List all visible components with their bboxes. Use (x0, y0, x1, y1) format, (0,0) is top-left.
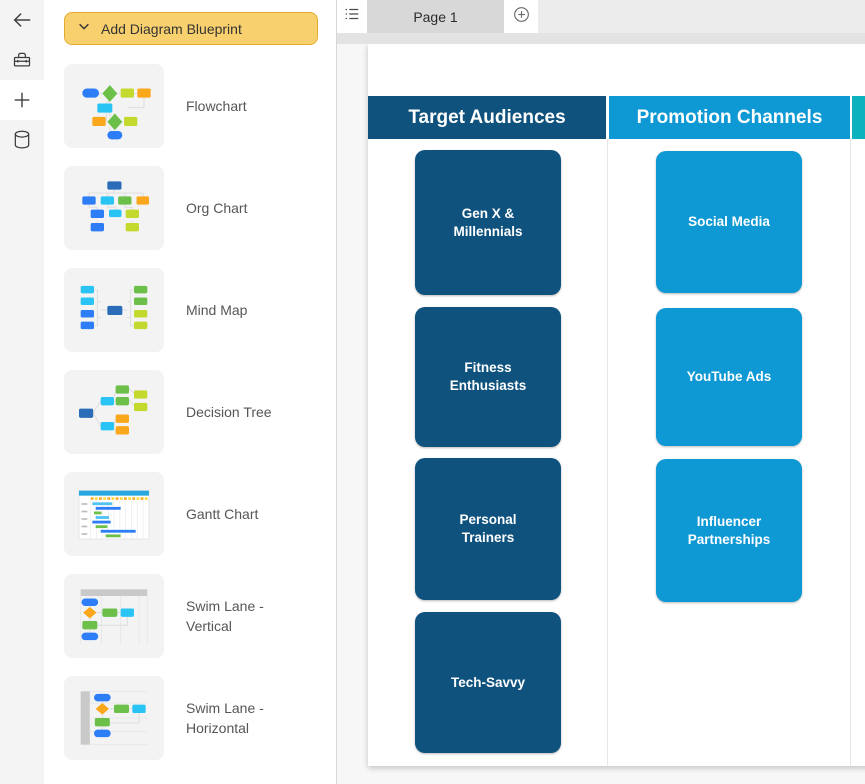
diagram-node-label: Tech-Savvy (450, 674, 526, 690)
tab-page-1-label: Page 1 (413, 8, 458, 25)
add-blueprint-rail-button[interactable] (0, 80, 44, 120)
diagram-node-social-media[interactable]: Social Media (656, 151, 802, 293)
left-icon-rail (0, 0, 44, 784)
lane-divider (607, 139, 608, 766)
page-list-button[interactable] (337, 0, 367, 33)
page-list-icon (343, 5, 361, 28)
blueprint-item-label: Flowchart (186, 98, 247, 114)
add-page-icon (512, 5, 531, 29)
blueprint-item-label: Decision Tree (186, 404, 272, 420)
diagram-node-label: YouTube Ads (686, 369, 772, 385)
blueprint-item-mind-map[interactable]: Mind Map (64, 268, 336, 352)
blueprint-item-label: Org Chart (186, 200, 248, 216)
lane-header-target-audiences[interactable]: Target Audiences (368, 96, 606, 139)
diagram-node-influencer-partnerships[interactable]: Influencer Partnerships (656, 459, 802, 602)
diagram-node-tech-savvy[interactable]: Tech-Savvy (415, 612, 561, 753)
toolbox-button[interactable] (0, 40, 44, 80)
chevron-down-icon (77, 19, 91, 38)
diagram-node-gen-x-millennials[interactable]: Gen X & Millennials (415, 150, 561, 295)
tab-page-1[interactable]: Page 1 (367, 0, 504, 33)
diagram-node-fitness-enthusiasts[interactable]: Fitness Enthusiasts (415, 307, 561, 447)
back-arrow-icon (11, 9, 33, 31)
blueprint-item-label: Mind Map (186, 302, 248, 318)
diagram-node-label: Personal Trainers (459, 512, 517, 545)
lane-header-lane-3[interactable] (852, 96, 865, 139)
blueprint-item-decision-tree[interactable]: Decision Tree (64, 370, 336, 454)
blueprint-item-label: Gantt Chart (186, 506, 259, 522)
blueprint-item-gantt-chart[interactable]: Gantt Chart (64, 472, 336, 556)
diagram-node-personal-trainers[interactable]: Personal Trainers (415, 458, 561, 600)
blueprint-item-swim-lane-horizontal[interactable]: Swim Lane - Horizontal (64, 676, 336, 760)
canvas-area: Page 1 Target Audiences Gen X & Millennia… (337, 0, 865, 784)
lane-header-promotion-channels[interactable]: Promotion Channels (609, 96, 850, 139)
swim-lane-horizontal-thumbnail (64, 676, 164, 760)
diagram-node-youtube-ads[interactable]: YouTube Ads (656, 308, 802, 446)
blueprint-sidebar: Add Diagram Blueprint Flowchart Org Char… (44, 0, 337, 784)
decision-tree-thumbnail (64, 370, 164, 454)
blueprint-item-org-chart[interactable]: Org Chart (64, 166, 336, 250)
page-tab-bar: Page 1 (337, 0, 865, 33)
lane-title: Promotion Channels (636, 106, 823, 128)
diagram-node-label: Fitness Enthusiasts (449, 360, 527, 393)
diagram-page[interactable]: Target Audiences Gen X & Millennials Fitne… (368, 44, 865, 766)
plus-icon (11, 89, 33, 111)
blueprint-list: Flowchart Org Chart Mind Map Decision Tr… (64, 64, 336, 760)
mind-map-thumbnail (64, 268, 164, 352)
tab-bar-strip (337, 33, 865, 44)
back-button[interactable] (0, 0, 44, 40)
diagram-node-label: Social Media (688, 214, 770, 230)
blueprint-item-label: Swim Lane - Horizontal (186, 700, 264, 736)
blueprint-item-flowchart[interactable]: Flowchart (64, 64, 336, 148)
shapes-library-button[interactable] (0, 120, 44, 160)
gantt-chart-thumbnail (64, 472, 164, 556)
diagram-node-label: Influencer Partnerships (687, 513, 771, 547)
diagram-node-label: Gen X & Millennials (453, 205, 523, 239)
flowchart-thumbnail (64, 64, 164, 148)
add-page-button[interactable] (504, 0, 538, 33)
swim-lane-vertical-thumbnail (64, 574, 164, 658)
toolbox-icon (12, 50, 32, 70)
blueprint-item-swim-lane-vertical[interactable]: Swim Lane - Vertical (64, 574, 336, 658)
lane-divider (850, 139, 851, 766)
canvas-viewport[interactable]: Target Audiences Gen X & Millennials Fitne… (337, 44, 865, 784)
database-icon (12, 129, 32, 151)
lane-title: Target Audiences (408, 106, 566, 128)
add-diagram-blueprint-label: Add Diagram Blueprint (101, 20, 242, 37)
blueprint-item-label: Swim Lane - Vertical (186, 598, 264, 634)
add-diagram-blueprint-button[interactable]: Add Diagram Blueprint (64, 12, 318, 45)
org-chart-thumbnail (64, 166, 164, 250)
